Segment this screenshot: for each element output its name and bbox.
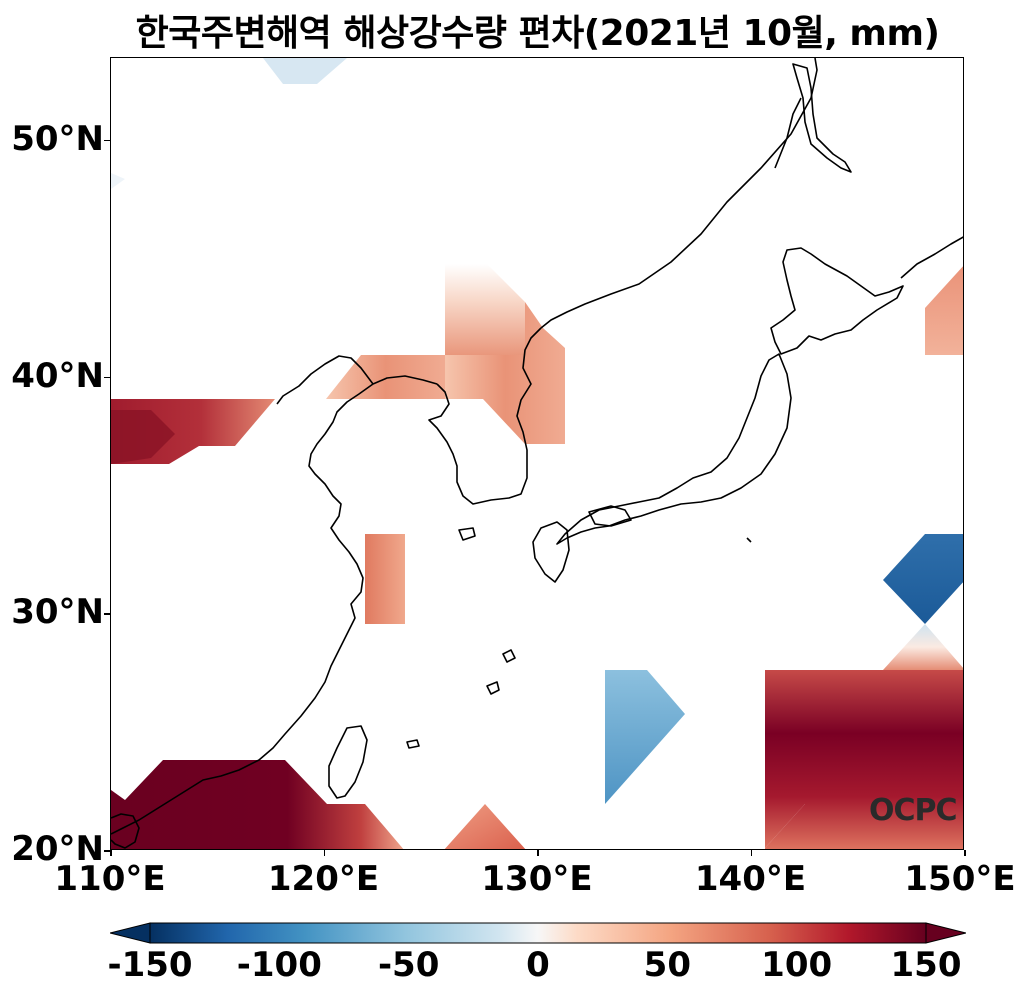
lat-tick-mark (104, 850, 110, 852)
anomaly-hokkaido-east (925, 266, 963, 355)
anomaly-pacific-blue (883, 534, 963, 624)
coastlines (111, 58, 963, 849)
lat-tick-mark (104, 139, 110, 142)
anomaly-pacific-top (883, 624, 963, 670)
anomaly-luzon (444, 804, 526, 849)
lon-tick-label: 120°E (267, 859, 380, 899)
anomaly-bohai (326, 355, 445, 399)
map-canvas (111, 58, 963, 849)
lon-tick-label: 140°E (694, 859, 807, 899)
colorbar-tick-label: 100 (761, 945, 833, 985)
colorbar-gradient (149, 922, 927, 944)
colorbar-extend-max (925, 922, 966, 944)
anomaly-ecs (365, 534, 405, 624)
lon-tick-mark (750, 850, 752, 856)
lon-tick-label: 150°E (904, 859, 1016, 899)
lon-tick-label: 110°E (54, 859, 166, 899)
colorbar-tick-label: 0 (526, 945, 550, 985)
lon-tick-label: 130°E (481, 859, 593, 899)
anomaly-yellow-sea-core (111, 410, 175, 464)
anomaly-philippine (605, 670, 685, 804)
lat-tick-mark (104, 376, 110, 379)
lon-tick-mark (537, 850, 539, 856)
anomaly-pacific-south-fill (765, 670, 963, 849)
anomaly-field (111, 58, 963, 849)
lat-tick-label: 20°N (11, 829, 104, 869)
anomaly-korea-top (445, 264, 525, 355)
lat-tick-label: 30°N (11, 592, 104, 633)
anomaly-okhotsk (263, 58, 347, 84)
map-frame: OCPC (110, 57, 964, 850)
map-title: 한국주변해역 해상강수량 편차(2021년 10월, mm) (135, 13, 940, 54)
ocpc-logo: OCPC (869, 793, 958, 828)
colorbar-extend-min (110, 922, 151, 944)
anomaly-scs (111, 760, 404, 849)
lat-tick-label: 50°N (11, 118, 104, 159)
anomaly-korea-east (445, 302, 565, 444)
colorbar-tick-label: -150 (107, 945, 193, 985)
anomaly-west-edge (111, 173, 125, 189)
lon-tick-mark (110, 850, 112, 856)
colorbar-tick-label: 150 (890, 945, 962, 985)
lon-tick-mark (964, 850, 966, 856)
colorbar (110, 922, 966, 944)
colorbar-tick-label: -50 (377, 945, 440, 985)
lat-tick-mark (104, 613, 110, 615)
lon-tick-mark (323, 850, 325, 856)
lat-tick-label: 40°N (11, 355, 104, 396)
colorbar-tick-label: 50 (643, 945, 691, 985)
colorbar-tick-label: -100 (236, 945, 322, 985)
